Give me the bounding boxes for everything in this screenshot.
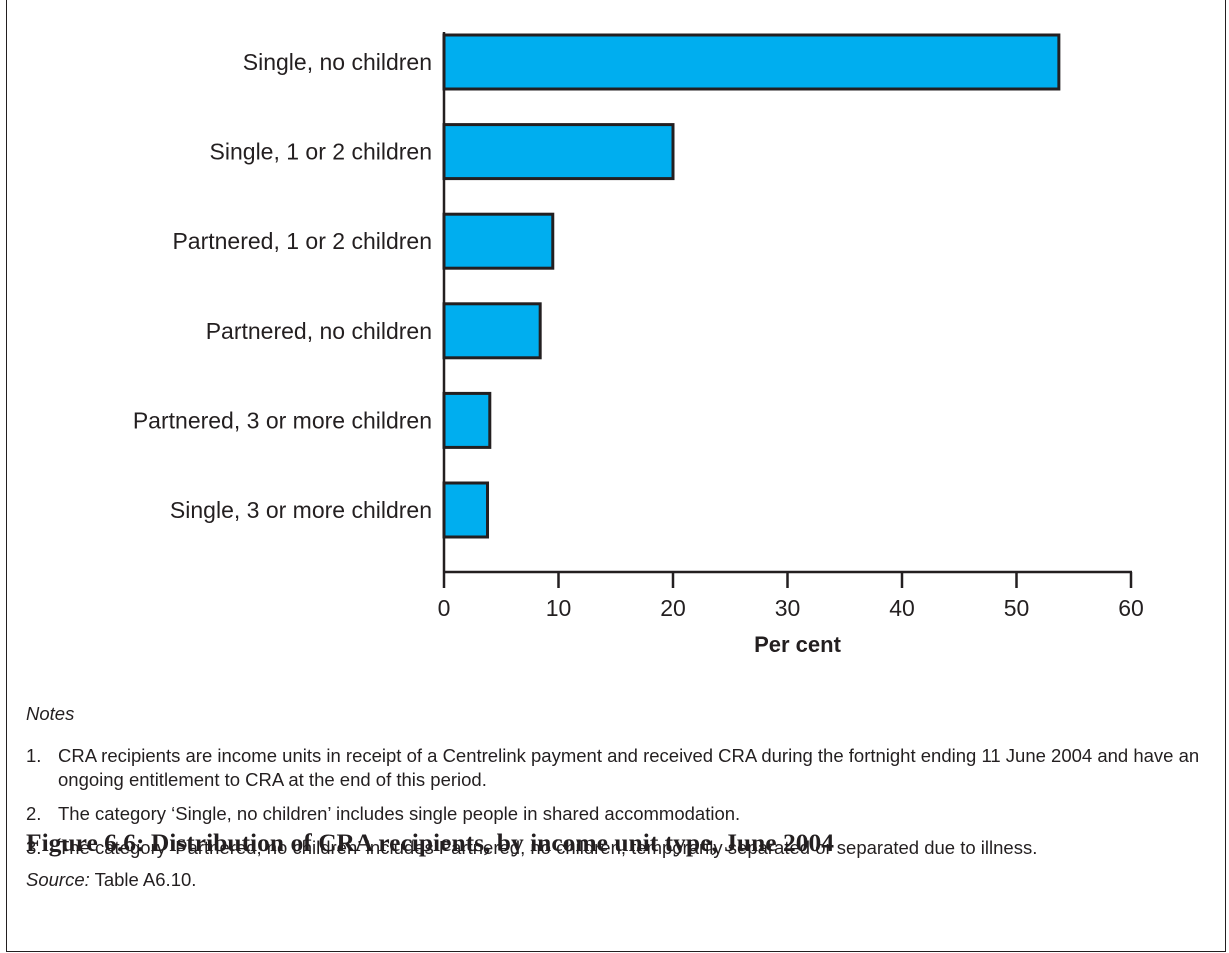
category-labels-group: Single, no children Single, 1 or 2 childr… xyxy=(133,49,432,523)
category-label: Single, 1 or 2 children xyxy=(210,139,432,165)
x-tick-label: 0 xyxy=(438,595,451,621)
source-line: Source: Table A6.10. xyxy=(26,868,1206,892)
x-ticks-group: 0 10 20 30 40 50 60 xyxy=(438,572,1144,621)
x-tick-label: 30 xyxy=(775,595,801,621)
x-axis-title: Per cent xyxy=(754,632,841,657)
note-text: The category ‘Partnered, no children’ in… xyxy=(58,837,1038,858)
x-tick-label: 40 xyxy=(889,595,915,621)
x-tick-label: 20 xyxy=(660,595,686,621)
bar xyxy=(442,123,675,181)
category-label: Partnered, no children xyxy=(206,318,432,344)
note-item-2: 2. The category ‘Single, no children’ in… xyxy=(26,802,1206,826)
figure-title: Figure 6.6: Distribution of CRA recipien… xyxy=(26,828,834,857)
x-tick-label: 50 xyxy=(1004,595,1030,621)
bars-group xyxy=(442,33,1061,539)
notes-section: Notes 1. CRA recipients are income units… xyxy=(26,702,1206,892)
bar xyxy=(442,481,490,539)
figure-frame xyxy=(6,0,1226,952)
category-label: Single, no children xyxy=(243,49,432,75)
bar xyxy=(442,302,542,360)
bar xyxy=(442,391,492,449)
bar-chart: Single, no children Single, 1 or 2 childr… xyxy=(133,32,1144,657)
note-item-1: 1. CRA recipients are income units in re… xyxy=(26,744,1206,792)
source-label: Source: xyxy=(26,869,90,890)
category-label: Partnered, 3 or more children xyxy=(133,407,432,433)
note-item-3: 3. The category ‘Partnered, no children’… xyxy=(26,836,1206,860)
axes-group xyxy=(442,32,1132,574)
note-number: 2. xyxy=(26,803,42,824)
bar xyxy=(442,33,1061,91)
bar xyxy=(442,212,555,270)
note-text: The category ‘Single, no children’ inclu… xyxy=(58,803,741,824)
notes-heading: Notes xyxy=(26,703,75,724)
category-label: Partnered, 1 or 2 children xyxy=(172,228,432,254)
note-number: 1. xyxy=(26,745,42,766)
source-text: Table A6.10. xyxy=(94,869,197,890)
x-tick-label: 10 xyxy=(546,595,572,621)
note-text: CRA recipients are income units in recei… xyxy=(58,745,1200,790)
category-label: Single, 3 or more children xyxy=(170,497,432,523)
x-tick-label: 60 xyxy=(1118,595,1144,621)
note-number: 3. xyxy=(26,837,42,858)
